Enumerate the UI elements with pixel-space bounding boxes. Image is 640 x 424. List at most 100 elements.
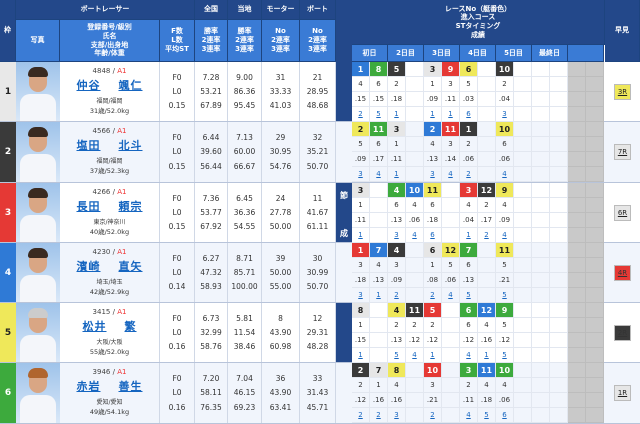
st-timing [514, 393, 532, 408]
race-result-link[interactable]: 6 [496, 408, 514, 423]
race-result-link[interactable]: 1 [388, 167, 406, 182]
race-result-link[interactable]: 3 [388, 228, 406, 243]
racer-class: A1 [117, 127, 127, 135]
race-result-link [514, 348, 532, 363]
race-result-link[interactable]: 5 [370, 107, 388, 122]
racer-photo[interactable] [16, 122, 60, 182]
entry-course [478, 258, 496, 273]
empty-cell [586, 92, 604, 107]
racer-photo[interactable] [16, 183, 60, 242]
race-result-link[interactable]: 1 [460, 228, 478, 243]
empty-cell [568, 303, 586, 318]
racer-photo[interactable] [16, 62, 60, 121]
race-result-link[interactable]: 4 [460, 408, 478, 423]
race-result-link[interactable]: 4 [442, 167, 460, 182]
race-result-link[interactable]: 1 [478, 348, 496, 363]
race-number: 11 [496, 243, 514, 258]
race-result-link[interactable]: 6 [460, 107, 478, 122]
empty-cell [586, 288, 604, 303]
race-result-link[interactable]: 5 [496, 348, 514, 363]
race-result-link[interactable]: 4 [496, 167, 514, 182]
racer-photo[interactable] [16, 303, 60, 362]
race-result-link[interactable]: 1 [388, 107, 406, 122]
race-result-link[interactable]: 3 [424, 167, 442, 182]
race-result-link[interactable]: 2 [352, 107, 370, 122]
racer-name-link[interactable]: 長田 頼宗 [77, 198, 143, 214]
race-result-link[interactable]: 4 [370, 167, 388, 182]
race-result-link[interactable]: 3 [352, 288, 370, 303]
st-timing: .09 [388, 273, 406, 288]
race-result-link[interactable]: 2 [388, 288, 406, 303]
race-number [532, 243, 550, 258]
racer-name-link[interactable]: 塩田 北斗 [77, 137, 143, 153]
race-result-link[interactable]: 5 [460, 288, 478, 303]
st-timing [370, 213, 388, 228]
race-result-link[interactable]: 2 [478, 228, 496, 243]
hayami-race-button[interactable]: 2R [613, 324, 632, 341]
entry-course [406, 378, 424, 393]
race-result-link[interactable]: 4 [496, 228, 514, 243]
entry-course: 2 [496, 77, 514, 92]
race-result-link[interactable]: 2 [460, 167, 478, 182]
st-timing: .11 [442, 92, 460, 107]
entry-course [406, 258, 424, 273]
st-timing [406, 273, 424, 288]
race-result-link[interactable]: 3 [388, 408, 406, 423]
motor-stats: 8 43.90 60.98 [262, 303, 300, 362]
race-result-link[interactable]: 3 [496, 107, 514, 122]
racer-name-link[interactable]: 仲谷 颯仁 [77, 77, 143, 93]
racer-name-link[interactable]: 濱崎 直矢 [77, 258, 143, 274]
race-result-link[interactable]: 2 [352, 408, 370, 423]
race-result-link[interactable]: 4 [406, 228, 424, 243]
race-result-link[interactable]: 1 [424, 348, 442, 363]
national-stat-value: 6.73 [202, 313, 220, 323]
race-result-link[interactable]: 2 [424, 288, 442, 303]
hayami-race-button[interactable]: 1R [613, 385, 632, 401]
race-result-link[interactable]: 2 [424, 408, 442, 423]
hayami-race-button[interactable]: 7R [613, 144, 632, 160]
race-result-link[interactable]: 5 [478, 408, 496, 423]
entry-course: 5 [442, 258, 460, 273]
race-result-link[interactable]: 1 [352, 228, 370, 243]
hayami-race-button[interactable]: 6R [613, 204, 632, 221]
motor-stat-value: 39 [275, 253, 286, 263]
hayami-race-button[interactable]: 4R [613, 264, 632, 281]
hayami-race-button[interactable]: 3R [613, 83, 632, 100]
racer-name-link[interactable]: 松井 繁 [83, 318, 137, 334]
race-result-link[interactable]: 6 [424, 228, 442, 243]
race-result-link [442, 348, 460, 363]
entry-course: 4 [460, 198, 478, 213]
branch-birthplace: 東京/神奈川 [93, 219, 126, 226]
race-result-link[interactable]: 1 [352, 348, 370, 363]
st-timing [550, 393, 568, 408]
national-stat-value: 67.89 [200, 101, 222, 111]
entry-course [514, 378, 532, 393]
branch-birthplace: 埼玉/埼玉 [96, 279, 123, 286]
race-result-link[interactable]: 5 [388, 348, 406, 363]
st-timing [532, 393, 550, 408]
st-timing [532, 152, 550, 167]
race-result-link[interactable]: 1 [442, 107, 460, 122]
race-result-link [514, 228, 532, 243]
race-number-text: 4 [393, 185, 400, 195]
race-number-text: 8 [357, 305, 364, 315]
race-number [370, 183, 388, 198]
st-timing: .08 [424, 273, 442, 288]
race-result-link[interactable]: 4 [406, 348, 424, 363]
race-result-link[interactable]: 4 [442, 288, 460, 303]
empty-cell [568, 288, 586, 303]
racer-name-link[interactable]: 赤岩 善生 [77, 378, 143, 394]
race-result-link[interactable]: 2 [370, 408, 388, 423]
race-result-link[interactable]: 5 [496, 288, 514, 303]
boat-stat-value: 48.28 [306, 342, 329, 352]
race-result-link[interactable]: 1 [370, 288, 388, 303]
header-touchi: 当地 [228, 0, 262, 20]
racer-photo[interactable] [16, 243, 60, 302]
race-result-link[interactable]: 4 [460, 348, 478, 363]
race-result-link[interactable]: 3 [352, 167, 370, 182]
race-result-link[interactable]: 1 [424, 107, 442, 122]
local-stat-value: 69.23 [233, 403, 256, 413]
racer-info: 3946 / A1 赤岩 善生 愛知/愛知 49歳/54.1kg [60, 363, 160, 423]
racer-photo[interactable] [16, 363, 60, 423]
motor-stats: 31 33.33 41.03 [262, 62, 300, 121]
